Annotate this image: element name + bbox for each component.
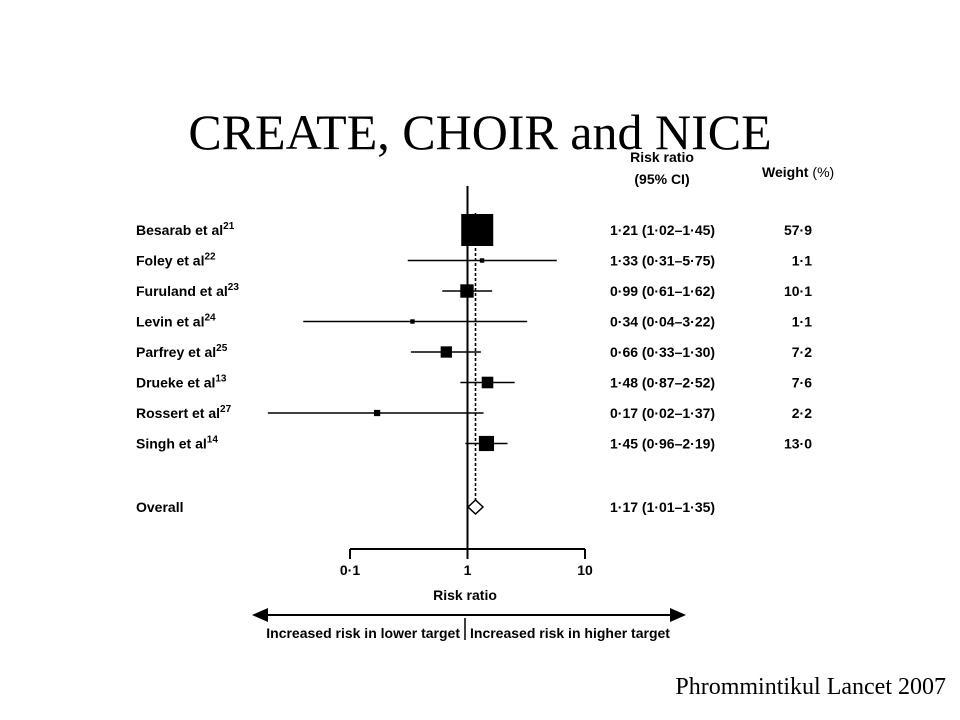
citation: Phrommintikul Lancet 2007 xyxy=(675,674,946,700)
study-name-text: Foley et al xyxy=(136,253,204,269)
weight-text: 10·1 xyxy=(784,283,812,299)
study-ref: 22 xyxy=(204,252,216,263)
point-estimate-square xyxy=(478,435,495,452)
direction-label-right: Increased risk in higher target xyxy=(470,625,670,641)
study-name: Drueke et al13 xyxy=(136,374,227,391)
weight-text: 7·6 xyxy=(792,375,812,391)
ci-text: 0·34 (0·04–3·22) xyxy=(610,314,715,330)
study-name-text: Besarab et al xyxy=(136,222,223,238)
x-axis-label: Risk ratio xyxy=(433,587,497,603)
ci-text: 0·66 (0·33–1·30) xyxy=(610,344,715,360)
study-name-text: Furuland et al xyxy=(136,283,228,299)
x-ticks: 0·1 1 10 xyxy=(340,549,593,578)
study-ref: 27 xyxy=(220,404,232,415)
ci-text: 1·21 (1·02–1·45) xyxy=(610,222,715,238)
point-estimate-square xyxy=(410,319,415,324)
overall-diamond xyxy=(466,498,485,516)
study-row: Levin et al24 0·34 (0·04–3·22) 1·1 xyxy=(136,313,812,330)
ci-text: 1·45 (0·96–2·19) xyxy=(610,436,715,452)
study-name: Furuland et al23 xyxy=(136,282,239,299)
weight-header-unit: (%) xyxy=(812,164,834,180)
slide-title: CREATE, CHOIR and NICE xyxy=(188,104,772,160)
weight-text: 57·9 xyxy=(784,222,812,238)
direction-label-left: Increased risk in lower target xyxy=(266,625,460,641)
x-tick-label: 0·1 xyxy=(340,562,360,578)
overall-row: Overall 1·17 (1·01–1·35) xyxy=(136,498,715,516)
overall-label: Overall xyxy=(136,499,183,515)
study-ref: 23 xyxy=(228,282,240,293)
point-estimate-square xyxy=(440,346,452,358)
study-name-text: Rossert et al xyxy=(136,405,220,421)
study-row: Besarab et al21 1·21 (1·02–1·45) 57·9 xyxy=(136,214,812,246)
overall-ci-text: 1·17 (1·01–1·35) xyxy=(610,499,715,515)
point-estimate-square xyxy=(479,258,485,263)
weight-header: Weight (%) xyxy=(762,164,834,180)
rr-header-line1: Risk ratio xyxy=(630,149,694,165)
weight-header-label: Weight xyxy=(762,164,809,180)
study-row: Foley et al22 1·33 (0·31–5·75) 1·1 xyxy=(136,252,812,269)
point-estimate-square xyxy=(481,376,494,389)
x-tick-label: 10 xyxy=(577,562,593,578)
study-ref: 13 xyxy=(215,374,227,385)
study-ref: 21 xyxy=(223,221,235,232)
left-arrowhead-icon xyxy=(252,608,268,622)
study-ref: 24 xyxy=(204,313,216,324)
study-name-text: Singh et al xyxy=(136,436,207,452)
study-row: Drueke et al13 1·48 (0·87–2·52) 7·6 xyxy=(136,374,812,391)
x-tick-label: 1 xyxy=(464,562,472,578)
study-row: Rossert et al27 0·17 (0·02–1·37) 2·2 xyxy=(136,404,812,421)
weight-text: 7·2 xyxy=(792,344,812,360)
study-row: Parfrey et al25 0·66 (0·33–1·30) 7·2 xyxy=(136,343,812,360)
study-name: Levin et al24 xyxy=(136,313,216,330)
weight-text: 2·2 xyxy=(792,405,812,421)
point-estimate-square xyxy=(373,409,381,417)
ci-text: 1·48 (0·87–2·52) xyxy=(610,375,715,391)
study-name-text: Levin et al xyxy=(136,314,204,330)
study-name: Singh et al14 xyxy=(136,435,218,452)
study-row: Singh et al14 1·45 (0·96–2·19) 13·0 xyxy=(136,435,812,452)
point-estimate-square xyxy=(461,214,494,246)
study-ref: 25 xyxy=(216,343,228,354)
study-name: Parfrey et al25 xyxy=(136,343,228,360)
study-name: Rossert et al27 xyxy=(136,404,232,421)
ci-text: 0·17 (0·02–1·37) xyxy=(610,405,715,421)
weight-text: 1·1 xyxy=(792,253,812,269)
study-rows: Besarab et al21 1·21 (1·02–1·45) 57·9 Foley… xyxy=(136,214,812,516)
rr-header-line2: (95% CI) xyxy=(634,171,689,187)
study-name: Besarab et al21 xyxy=(136,221,235,238)
weight-text: 1·1 xyxy=(792,314,812,330)
ci-text: 1·33 (0·31–5·75) xyxy=(610,253,715,269)
study-name-text: Drueke et al xyxy=(136,375,215,391)
ci-text: 0·99 (0·61–1·62) xyxy=(610,283,715,299)
point-estimate-square xyxy=(460,284,474,298)
right-arrowhead-icon xyxy=(670,608,686,622)
study-name-text: Parfrey et al xyxy=(136,344,216,360)
study-ref: 14 xyxy=(207,435,219,446)
study-row: Furuland et al23 0·99 (0·61–1·62) 10·1 xyxy=(136,282,812,299)
study-name: Foley et al22 xyxy=(136,252,216,269)
weight-text: 13·0 xyxy=(784,436,812,452)
